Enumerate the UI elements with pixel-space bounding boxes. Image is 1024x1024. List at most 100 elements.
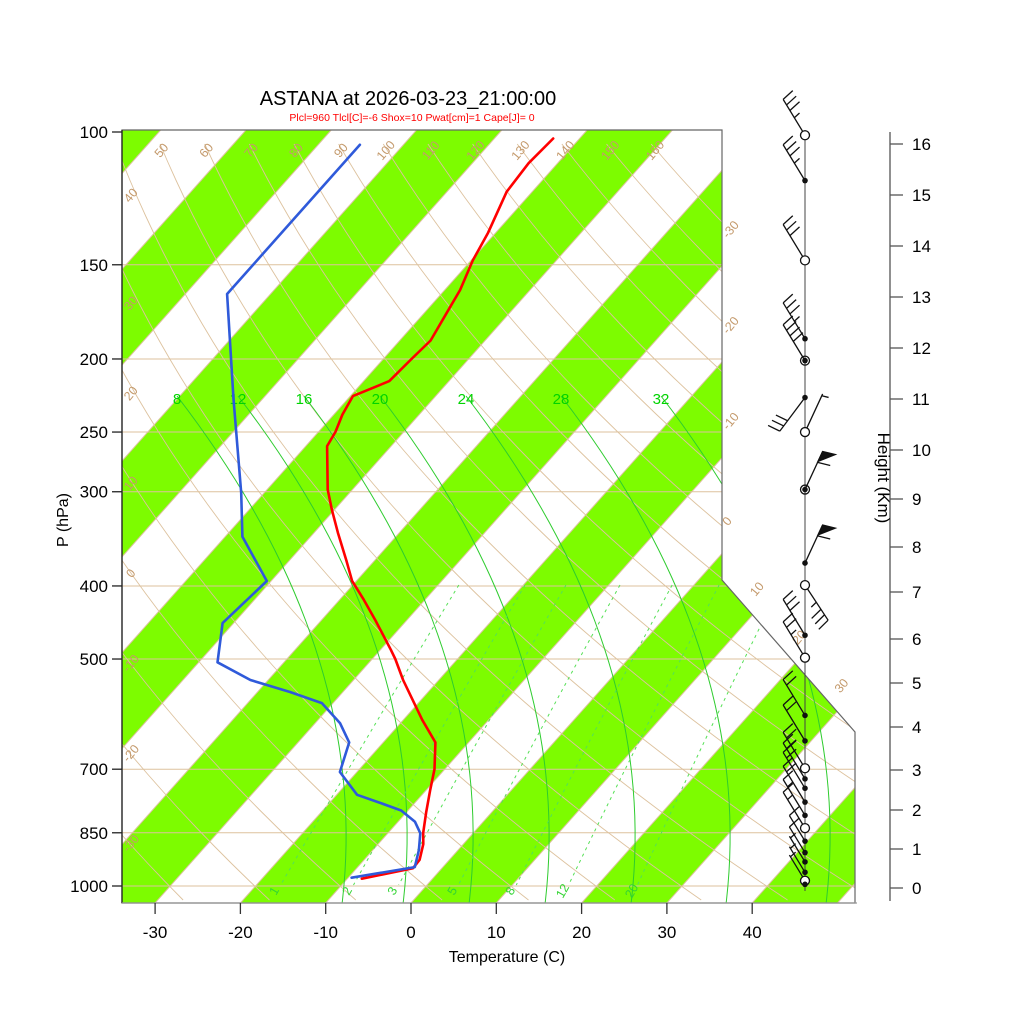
station-dot [802, 812, 808, 819]
station-circle [799, 652, 811, 663]
wind-barb [782, 293, 808, 342]
dry-adiabat-line [293, 143, 855, 901]
station-dot [802, 738, 808, 744]
wind-barb [782, 770, 808, 819]
wind-barb [782, 315, 811, 366]
dry-adiabat-line [122, 449, 443, 901]
station-circle [799, 579, 811, 591]
barb-shaft [779, 397, 806, 432]
wind-barb [788, 817, 808, 856]
barb-feather [786, 95, 797, 106]
height-tick-label: 3 [912, 761, 921, 780]
green-band [122, 130, 673, 903]
height-tick-label: 12 [912, 339, 931, 358]
isotherm-label: -20 [720, 314, 742, 337]
isotherm-line [666, 130, 855, 903]
barb-shaft [782, 621, 806, 659]
station-dot [802, 776, 808, 782]
isotherm-line [122, 130, 332, 903]
barb-pennant [816, 524, 838, 537]
chart-params-subtitle: Plcl=960 Tlcl[C]=-6 Shox=10 Pwat[cm]=1 C… [289, 112, 535, 124]
barb-feather [786, 618, 797, 628]
green-band [122, 130, 844, 903]
wind-barb [788, 832, 808, 865]
pressure-tick-label: 500 [80, 650, 108, 669]
isotherm-line [122, 130, 247, 903]
wind-barb [788, 806, 808, 844]
barb-feather [786, 299, 797, 309]
height-tick-label: 11 [912, 390, 930, 409]
barb-half-feather [793, 112, 800, 119]
wind-barb [782, 215, 811, 266]
temperature-axis-title: Temperature (C) [449, 949, 565, 966]
temperature-tick-label: 10 [487, 923, 506, 942]
barb-feather [789, 226, 800, 237]
pressure-tick-label: 1000 [70, 877, 108, 896]
dry-adiabat-lines [122, 143, 855, 901]
barb-half-feather [793, 316, 800, 322]
barb-feather [789, 304, 800, 315]
mixing-ratio-line [568, 584, 720, 886]
wind-barb [782, 695, 808, 744]
height-tick-label: 4 [912, 718, 921, 737]
barb-feather [782, 612, 794, 623]
moist-adiabat-label: 8 [173, 391, 181, 408]
mixing-ratio-lines [280, 584, 782, 886]
isobar-lines [122, 264, 855, 887]
barb-feather [782, 215, 794, 225]
station-dot [802, 394, 808, 401]
station-circle [799, 822, 811, 834]
pressure-tick-label: 200 [80, 350, 108, 369]
moist-adiabat-label: 28 [553, 391, 570, 408]
dry-adiabat-line [204, 143, 855, 901]
pressure-axis-title: P (hPa) [55, 493, 72, 547]
barb-feather [814, 614, 825, 625]
isotherm-line [581, 130, 855, 903]
barb-feather [789, 101, 800, 111]
barb-half-feather [790, 629, 797, 636]
barb-shaft [782, 704, 806, 742]
station-circle [799, 426, 811, 438]
moist-adiabat-line [176, 395, 347, 903]
barb-feather [782, 770, 794, 780]
barb-feather [786, 701, 797, 712]
pressure-tick-label: 300 [80, 483, 108, 502]
pressure-tick-label: 700 [80, 760, 108, 779]
wind-barb [782, 743, 808, 792]
pressure-tick-label: 100 [80, 123, 108, 142]
barb-shaft [782, 779, 806, 816]
barb-feather [771, 419, 784, 427]
isotherm-label: 10 [747, 579, 767, 599]
wind-barb [802, 881, 808, 888]
station-circle [799, 763, 811, 774]
barb-feather [782, 743, 794, 753]
green-band [122, 130, 332, 903]
station-dot [802, 486, 808, 493]
dry-adiabat-line [122, 341, 529, 901]
wind-barb [782, 135, 808, 184]
barb-feather [782, 90, 794, 100]
height-axis-title: Height (Km) [874, 433, 893, 524]
barb-half-feather [821, 395, 829, 399]
height-tick-label: 8 [912, 538, 921, 557]
wind-barb [782, 90, 811, 141]
height-tick-label: 15 [912, 186, 931, 205]
moist-adiabat-line [303, 395, 474, 903]
barb-shaft [788, 835, 806, 863]
barb-shaft [782, 324, 806, 361]
dry-adiabat-line [122, 557, 357, 901]
barb-shaft [782, 765, 806, 803]
barb-feather [786, 762, 797, 773]
barb-feather [792, 332, 804, 342]
station-dot [802, 357, 808, 364]
barb-half-feather [787, 781, 794, 788]
isotherm-shading-bands [122, 130, 855, 903]
height-tick-label: 9 [912, 490, 921, 509]
barb-feather [786, 321, 797, 331]
isotherm-label: -30 [720, 218, 742, 241]
mixing-ratio-line [280, 584, 460, 886]
isotherm-line [122, 130, 503, 903]
isotherm-label: -10 [720, 410, 742, 433]
station-circle [799, 484, 811, 495]
barb-feather [782, 135, 794, 146]
